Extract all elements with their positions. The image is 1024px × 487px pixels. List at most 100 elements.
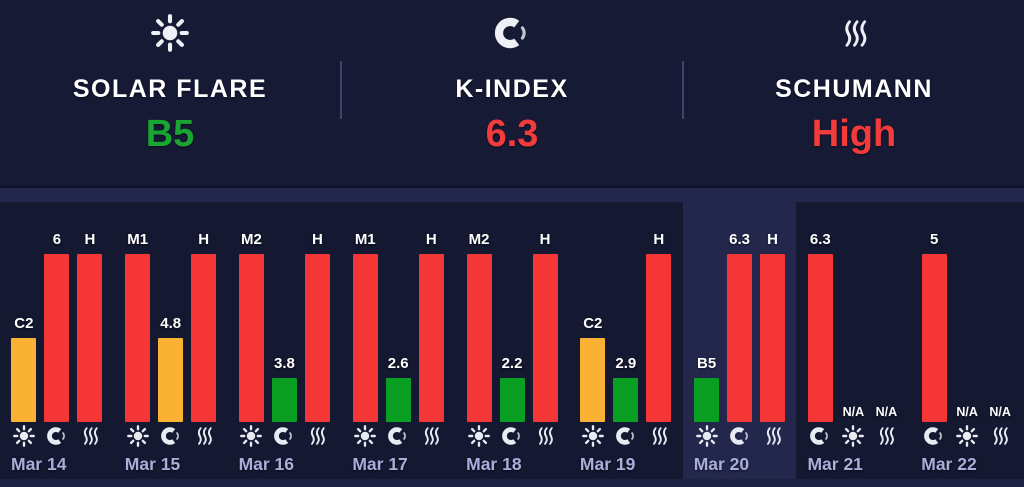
date-label-mar-15: Mar 15: [124, 453, 181, 474]
k_index-bar-value-label: 2.6: [387, 354, 409, 372]
solar_flare-bar: [352, 254, 378, 422]
day-column-mar-20[interactable]: B5 6.3 H Mar 20: [683, 202, 797, 479]
day-metric-icons-mar-18: [455, 422, 569, 449]
k_index-bar-slot: 3.8: [271, 354, 297, 422]
schumann-bar-value-label: N/A: [989, 405, 1011, 420]
day-bars-mar-19: C2 2.9 H: [569, 202, 683, 422]
day-metric-icons-mar-22: [910, 422, 1024, 449]
schumann-bar-slot: H: [646, 231, 672, 422]
day-column-mar-19[interactable]: C2 2.9 H Mar 19: [568, 202, 683, 479]
magnet-icon: [808, 425, 833, 447]
k_index-bar-value-label: 2.9: [615, 354, 637, 372]
solar_flare-bar: [125, 254, 151, 422]
solar-flare-title: SOLAR FLARE: [72, 75, 268, 103]
day-column-mar-22[interactable]: 5 N/A N/A Mar 22: [910, 202, 1024, 479]
magnet-icon: [500, 425, 525, 447]
k_index-bar: [158, 338, 184, 422]
solar_flare-bar-value-label: N/A: [842, 405, 865, 420]
k_index-bar: [921, 254, 947, 422]
k_index-bar-slot: 2.9: [613, 354, 639, 422]
magnet-icon: [922, 425, 947, 447]
solar_flare-bar-slot: N/A: [955, 405, 980, 422]
solar_flare-bar-value-label: C2: [14, 314, 34, 332]
day-bars-mar-14: C2 6 H: [0, 202, 114, 422]
day-column-mar-18[interactable]: M2 2.2 H Mar 18: [455, 202, 569, 479]
k_index-bar: [44, 254, 70, 422]
schumann-bar-slot: N/A: [874, 405, 899, 422]
solar_flare-bar-slot: C2: [580, 315, 606, 422]
k_index-bar-value-label: 3.8: [274, 354, 295, 372]
magnet-icon: [613, 425, 638, 447]
date-label-mar-17: Mar 17: [352, 453, 408, 474]
solar_flare-bar-slot: M2: [238, 230, 264, 422]
day-metric-icons-mar-17: [341, 422, 455, 449]
schumann-value: High: [811, 113, 897, 155]
waves-icon: [760, 425, 785, 447]
schumann-bar: [304, 254, 330, 422]
k_index-bar-slot: 6.3: [807, 231, 833, 422]
waves-icon: [988, 425, 1013, 447]
schumann-bar-slot: H: [77, 231, 103, 422]
day-column-mar-17[interactable]: M1 2.6 H Mar 17: [341, 202, 456, 479]
k_index-bar-value-label: 6.3: [729, 230, 750, 248]
k-index-value: 6.3: [485, 113, 539, 155]
k_index-bar-value-label: 4.8: [160, 314, 182, 332]
schumann-bar-value-label: H: [198, 230, 210, 248]
schumann-title: SCHUMANN: [775, 75, 933, 103]
day-column-mar-21[interactable]: 6.3 N/A N/A Mar 21: [796, 202, 911, 479]
day-bars-mar-16: M2 3.8 H: [228, 202, 342, 422]
day-bars-mar-22: 5 N/A N/A: [910, 202, 1024, 422]
forecast-chart: C2 6 H Mar 14 M1 4.8 H Mar 15 M2 3.8 H Mar 16 M1 2.6 H…: [0, 185, 1024, 487]
day-column-mar-14[interactable]: C2 6 H Mar 14: [0, 202, 114, 479]
solar_flare-bar-value-label: M1: [127, 230, 149, 248]
solar_flare-bar: [11, 338, 37, 422]
solar_flare-bar-value-label: B5: [696, 354, 717, 372]
schumann-bar-slot: H: [304, 231, 330, 422]
solar_flare-bar-slot: M1: [125, 230, 151, 422]
day-metric-icons-mar-21: [796, 422, 910, 449]
k_index-bar-slot: 4.8: [158, 314, 184, 422]
day-metric-icons-mar-15: [114, 422, 228, 449]
sun-icon: [841, 425, 866, 447]
schumann-bar-value-label: H: [539, 230, 551, 248]
schumann-bar: [760, 254, 786, 422]
waves-icon: [419, 425, 444, 447]
date-label-mar-22: Mar 22: [921, 453, 977, 474]
sun-icon: [694, 425, 719, 447]
k-index-title: K-INDEX: [455, 75, 569, 103]
date-label-mar-14: Mar 14: [11, 453, 67, 474]
day-metric-icons-mar-20: [683, 422, 797, 449]
k_index-bar-slot: 5: [921, 231, 947, 422]
solar_flare-bar: [580, 338, 606, 422]
schumann-bar: [418, 254, 444, 422]
day-metric-icons-mar-14: [0, 422, 114, 449]
magnet-icon: [727, 425, 752, 447]
sun-icon: [239, 425, 264, 447]
solar_flare-bar-value-label: N/A: [956, 405, 978, 420]
solar_flare-bar: [238, 254, 264, 422]
day-bars-mar-15: M1 4.8 H: [114, 202, 228, 422]
day-bars-mar-21: 6.3 N/A N/A: [796, 202, 910, 422]
magnet-icon: [44, 425, 69, 447]
solar_flare-bar: [466, 254, 492, 422]
sun-icon: [955, 425, 980, 447]
magnet-icon: [386, 425, 411, 447]
sun-icon: [467, 425, 492, 447]
sun-icon: [151, 13, 189, 53]
solar_flare-bar-value-label: M1: [354, 230, 376, 248]
day-bars-mar-20: B5 6.3 H: [683, 202, 797, 422]
solar_flare-bar-value-label: M2: [241, 230, 262, 248]
day-metric-icons-mar-16: [228, 422, 342, 449]
header-divider: [340, 61, 342, 119]
schumann-bar: [191, 254, 217, 422]
schumann-bar: [646, 254, 672, 422]
date-label-mar-18: Mar 18: [466, 453, 522, 474]
chart-days: C2 6 H Mar 14 M1 4.8 H Mar 15 M2 3.8 H Mar 16 M1 2.6 H…: [0, 202, 1024, 479]
day-column-mar-15[interactable]: M1 4.8 H Mar 15: [113, 202, 228, 479]
day-column-mar-16[interactable]: M2 3.8 H Mar 16: [227, 202, 342, 479]
waves-icon: [838, 13, 871, 53]
k_index-bar-slot: 6.3: [727, 230, 753, 422]
chart-bottom-strip: [0, 479, 1024, 487]
solar_flare-bar-slot: B5: [694, 354, 720, 422]
